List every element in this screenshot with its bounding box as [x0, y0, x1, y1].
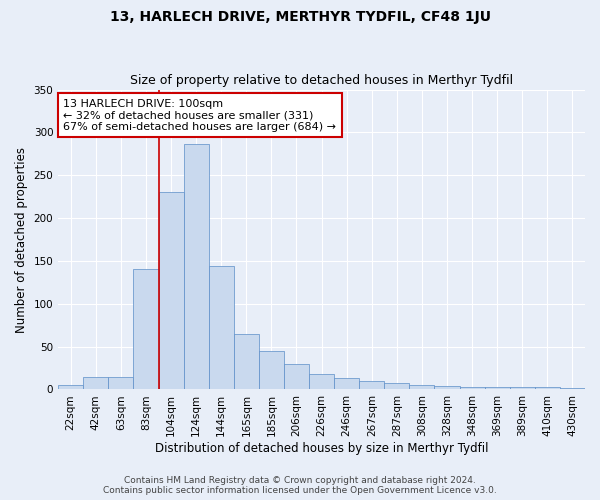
- Bar: [485, 387, 510, 390]
- Bar: [560, 388, 585, 390]
- Bar: [158, 192, 184, 390]
- Bar: [434, 386, 460, 390]
- Bar: [234, 334, 259, 390]
- Text: 13, HARLECH DRIVE, MERTHYR TYDFIL, CF48 1JU: 13, HARLECH DRIVE, MERTHYR TYDFIL, CF48 …: [110, 10, 491, 24]
- Bar: [109, 378, 133, 390]
- Bar: [83, 378, 109, 390]
- Text: 13 HARLECH DRIVE: 100sqm
← 32% of detached houses are smaller (331)
67% of semi-: 13 HARLECH DRIVE: 100sqm ← 32% of detach…: [64, 98, 337, 132]
- Bar: [133, 270, 158, 390]
- Bar: [385, 384, 409, 390]
- Text: Contains HM Land Registry data © Crown copyright and database right 2024.
Contai: Contains HM Land Registry data © Crown c…: [103, 476, 497, 495]
- Bar: [409, 385, 434, 390]
- Bar: [510, 387, 535, 390]
- Bar: [209, 266, 234, 390]
- Title: Size of property relative to detached houses in Merthyr Tydfil: Size of property relative to detached ho…: [130, 74, 513, 87]
- Bar: [58, 385, 83, 390]
- Bar: [184, 144, 209, 390]
- Bar: [309, 374, 334, 390]
- Bar: [334, 378, 359, 390]
- Y-axis label: Number of detached properties: Number of detached properties: [15, 146, 28, 332]
- Bar: [460, 387, 485, 390]
- Bar: [535, 387, 560, 390]
- Bar: [359, 381, 385, 390]
- Bar: [259, 351, 284, 390]
- X-axis label: Distribution of detached houses by size in Merthyr Tydfil: Distribution of detached houses by size …: [155, 442, 488, 455]
- Bar: [284, 364, 309, 390]
